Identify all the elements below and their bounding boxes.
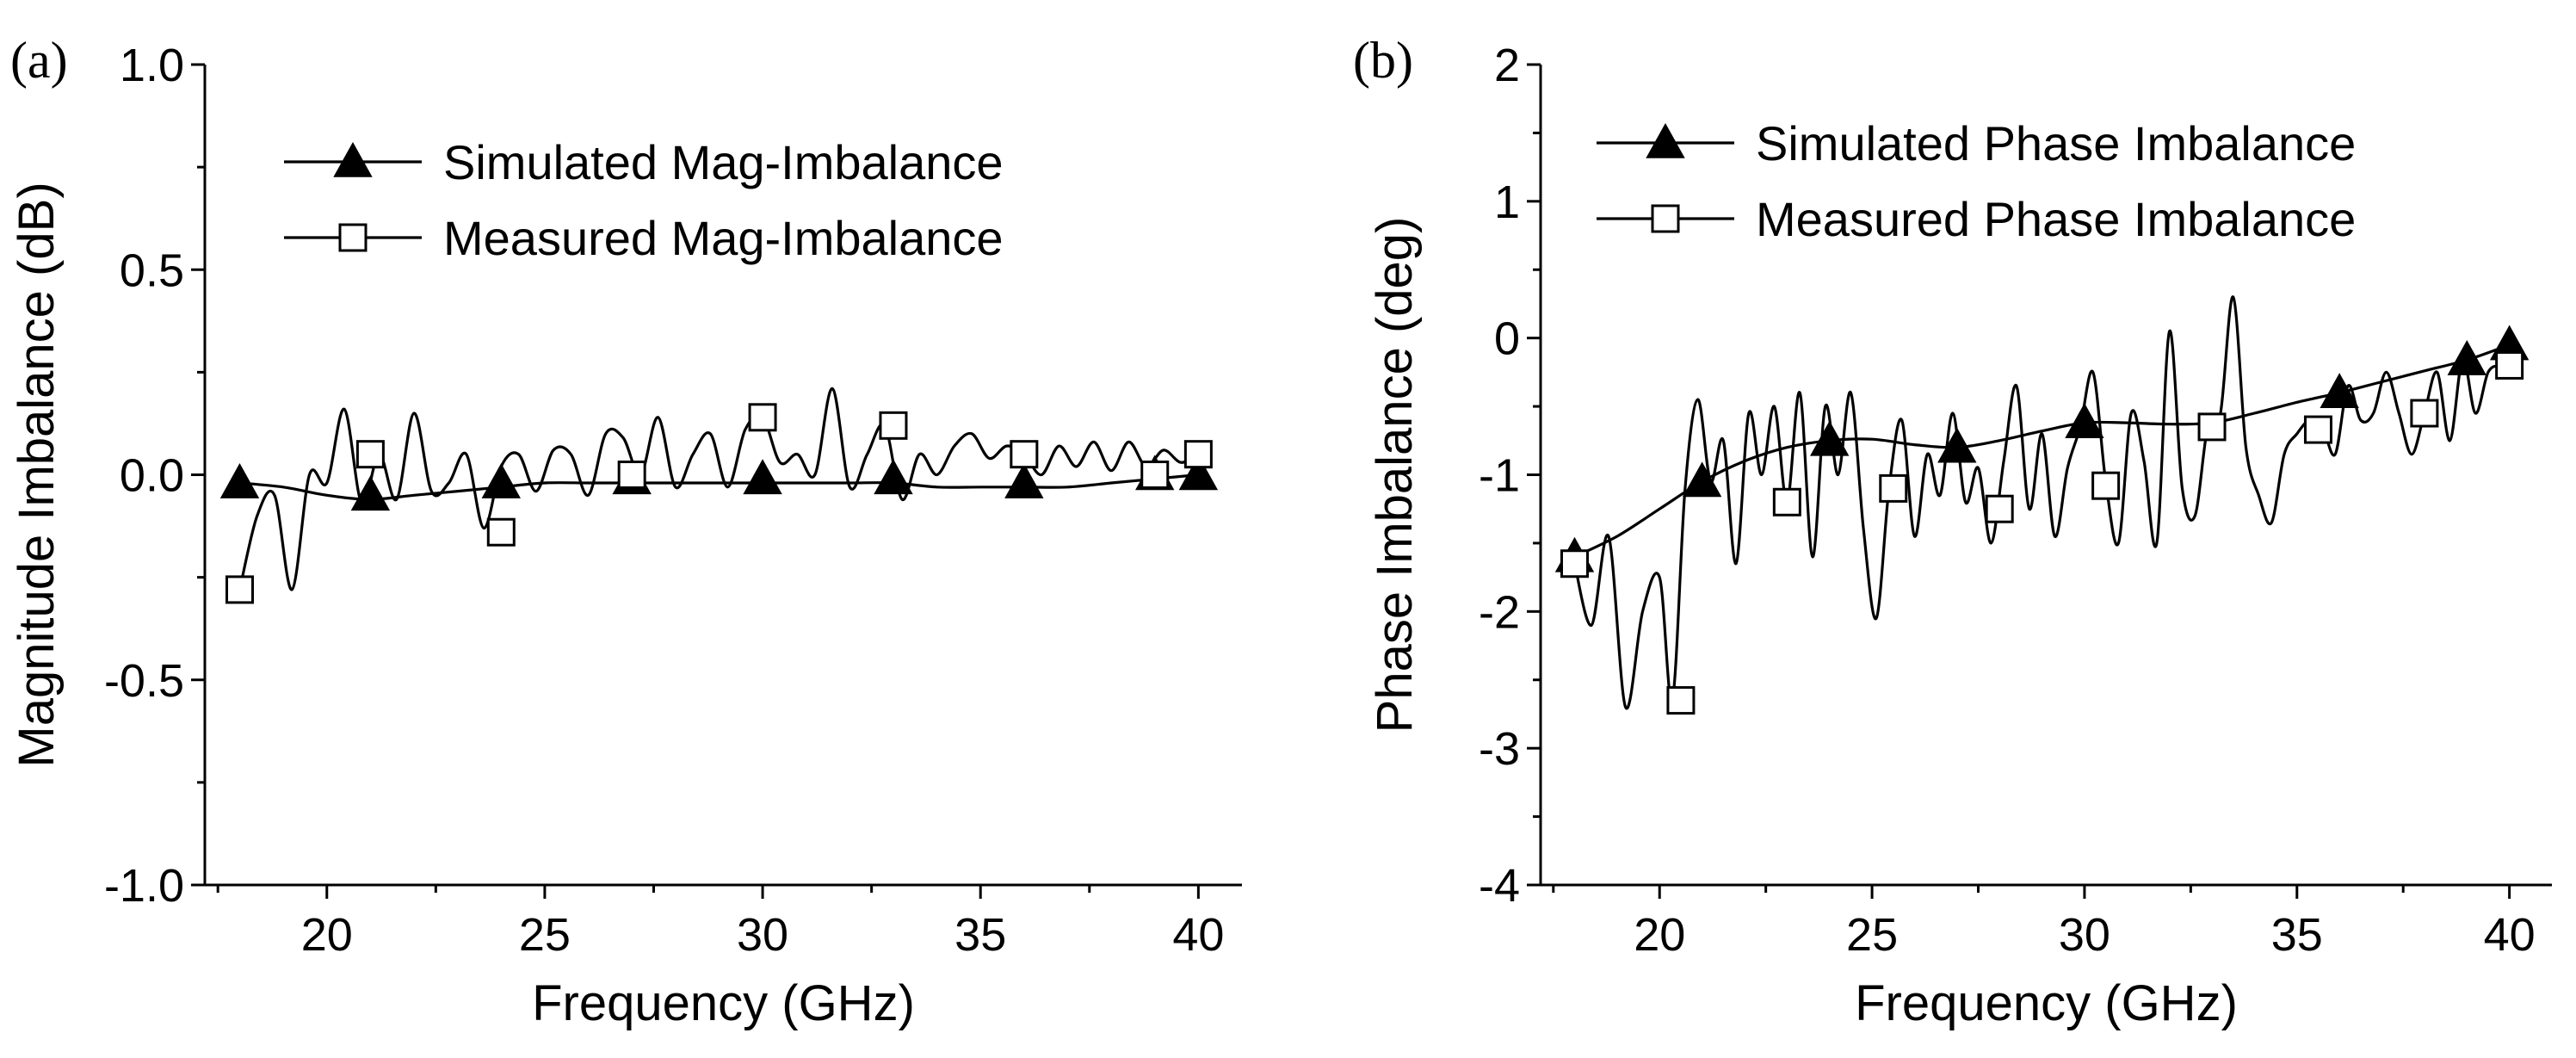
x-axis-label: Frequency (GHz) — [1855, 975, 2238, 1031]
y-tick-label: -1.0 — [104, 860, 184, 912]
y-tick-label: 0.0 — [120, 450, 184, 502]
x-tick-label: 35 — [954, 909, 1006, 961]
square-marker — [225, 575, 255, 604]
square-marker — [2495, 350, 2524, 380]
y-tick-label: -4 — [1479, 860, 1520, 912]
legend-label: Simulated Mag-Imbalance — [443, 135, 1004, 189]
legend-entry: Simulated Phase Imbalance — [1597, 116, 2356, 170]
triangle-marker — [874, 459, 913, 495]
triangle-marker — [743, 459, 782, 495]
legend-label: Simulated Phase Imbalance — [1756, 116, 2356, 170]
triangle-marker — [1004, 462, 1044, 498]
square-marker — [1183, 440, 1213, 469]
panel-b: -4 -3 -2 -1 0 1 2 20 25 30 35 40 Frequency (GHz) Phas… — [1353, 32, 2552, 1031]
series-measured — [1560, 295, 2524, 715]
triangle-marker — [2320, 373, 2359, 408]
x-tick-label: 40 — [2484, 909, 2536, 961]
panel-a: -1.0 -0.5 0.0 0.5 1.0 20 25 30 35 40 Frequency (GH… — [9, 32, 1242, 1031]
panel-label: (b) — [1353, 32, 1413, 89]
series-line — [1572, 295, 2510, 710]
series-line — [239, 473, 1199, 501]
square-marker — [1010, 440, 1039, 469]
square-marker — [1879, 473, 1908, 503]
y-tick-label: -0.5 — [104, 655, 184, 707]
series-measured — [225, 387, 1213, 604]
y-tick-label: 2 — [1494, 40, 1520, 91]
square-marker — [2410, 399, 2439, 428]
square-marker — [2303, 415, 2332, 444]
series-line — [238, 387, 1200, 591]
triangle-marker — [1646, 122, 1685, 158]
x-tick-label: 20 — [1634, 909, 1685, 961]
y-tick-label: 1 — [1494, 176, 1520, 228]
y-tick-label: 0.5 — [120, 244, 184, 296]
triangle-marker — [333, 141, 373, 177]
square-marker — [879, 411, 908, 440]
legend-label: Measured Mag-Imbalance — [443, 211, 1004, 265]
square-marker — [1666, 686, 1696, 715]
square-marker — [2091, 471, 2121, 500]
x-tick-label: 25 — [519, 909, 571, 961]
x-axis-label: Frequency (GHz) — [532, 975, 915, 1031]
square-marker — [1772, 487, 1801, 517]
triangle-marker — [1178, 455, 1219, 491]
square-marker — [486, 517, 516, 547]
y-tick-label: -1 — [1479, 450, 1520, 502]
square-marker — [1651, 204, 1680, 233]
square-marker — [1985, 494, 2014, 523]
y-axis-label: Phase Imbalance (deg) — [1367, 217, 1423, 733]
legend-entry: Measured Phase Imbalance — [1597, 192, 2356, 246]
square-marker — [2197, 412, 2227, 442]
y-tick-label: 0 — [1494, 313, 1520, 365]
square-marker — [1560, 549, 1589, 578]
square-marker — [1140, 461, 1170, 489]
x-tick-label: 35 — [2271, 909, 2323, 961]
legend-label: Measured Phase Imbalance — [1756, 192, 2356, 246]
y-tick-label: -2 — [1479, 586, 1520, 638]
x-tick-label: 30 — [2059, 909, 2110, 961]
x-tick-label: 30 — [737, 909, 788, 961]
series-simulated — [1554, 325, 2530, 572]
panel-label: (a) — [10, 32, 68, 89]
square-marker — [338, 223, 368, 252]
square-marker — [355, 440, 385, 469]
legend-entry: Measured Mag-Imbalance — [284, 211, 1004, 265]
triangle-marker — [219, 462, 260, 498]
square-marker — [748, 403, 777, 432]
triangle-marker — [481, 462, 521, 498]
x-tick-label: 25 — [1846, 909, 1898, 961]
triangle-marker — [2065, 403, 2104, 438]
x-tick-label: 40 — [1172, 909, 1224, 961]
y-tick-label: -3 — [1479, 723, 1520, 775]
x-tick-label: 20 — [301, 909, 353, 961]
series-line — [1573, 343, 2511, 559]
y-tick-label: 1.0 — [120, 40, 184, 91]
y-axis-label: Magnitude Imbalance (dB) — [9, 182, 65, 767]
legend-entry: Simulated Mag-Imbalance — [284, 135, 1004, 189]
square-marker — [617, 461, 646, 489]
